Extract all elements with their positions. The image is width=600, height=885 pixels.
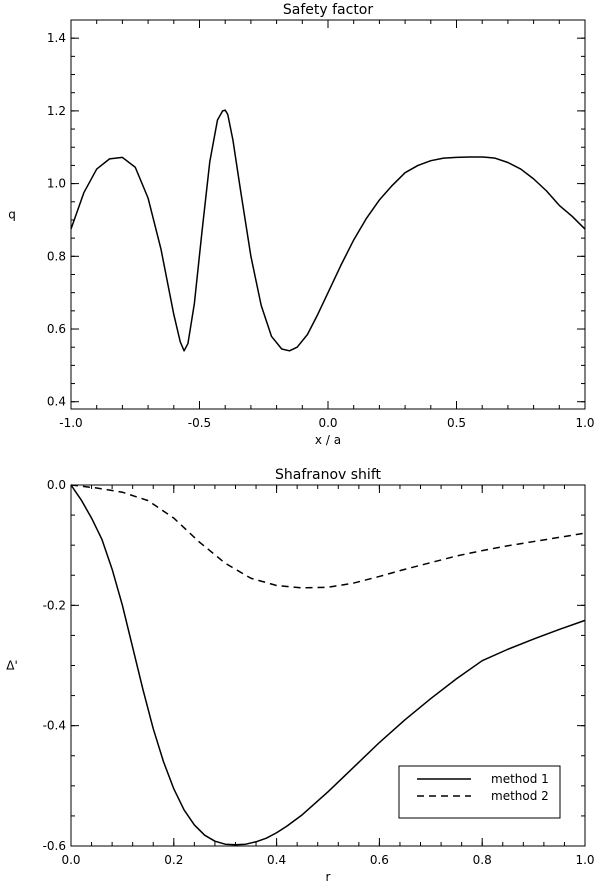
x-tick-label: 0.4 <box>267 853 286 867</box>
y-tick-label: -0.6 <box>43 839 66 853</box>
x-tick-label: 1.0 <box>575 416 594 430</box>
x-tick-label: 0.5 <box>447 416 466 430</box>
chart-title: Safety factor <box>283 2 373 18</box>
y-axis-label: Δ' <box>6 659 18 673</box>
x-tick-label: 0.2 <box>164 853 183 867</box>
y-axis-label: q <box>8 208 16 222</box>
series-line-method-2 <box>70 484 586 589</box>
plot-frame <box>70 19 586 410</box>
y-tick-label: 0.0 <box>47 478 66 492</box>
x-tick-label: 1.0 <box>575 853 594 867</box>
y-tick-label: -0.4 <box>43 719 66 733</box>
series-line-method-1 <box>70 484 586 846</box>
legend-label: method 1 <box>491 772 549 786</box>
x-axis-label: r <box>326 870 331 884</box>
y-tick-label: 1.0 <box>47 177 66 191</box>
x-tick-label: -1.0 <box>59 416 82 430</box>
series-line-1 <box>70 109 586 352</box>
x-tick-label: 0.8 <box>473 853 492 867</box>
y-tick-label: -0.2 <box>43 598 66 612</box>
safety-factor-panel: Safety factor -1.0 -0.5 0.0 0.5 1.0 0.4 0.6 0.8 1… <box>8 2 594 447</box>
x-tick-label: -0.5 <box>188 416 211 430</box>
y-tick-label: 1.2 <box>47 104 66 118</box>
y-tick-label: 0.8 <box>47 249 66 263</box>
legend: method 1 method 2 <box>398 765 561 819</box>
y-tick-label: 0.6 <box>47 322 66 336</box>
legend-box <box>398 765 561 819</box>
x-tick-label: 0.6 <box>370 853 389 867</box>
shafranov-shift-panel: Shafranov shift 0.0 0.2 0.4 0.6 0.8 1.0 0.0 -0.2… <box>6 467 594 884</box>
y-tick-label: 1.4 <box>47 31 66 45</box>
x-axis-label: x / a <box>315 433 341 447</box>
legend-label: method 2 <box>491 789 549 803</box>
chart-title: Shafranov shift <box>275 467 382 483</box>
x-tick-label: 0.0 <box>61 853 80 867</box>
y-tick-label: 0.4 <box>47 395 66 409</box>
x-tick-label: 0.0 <box>318 416 337 430</box>
